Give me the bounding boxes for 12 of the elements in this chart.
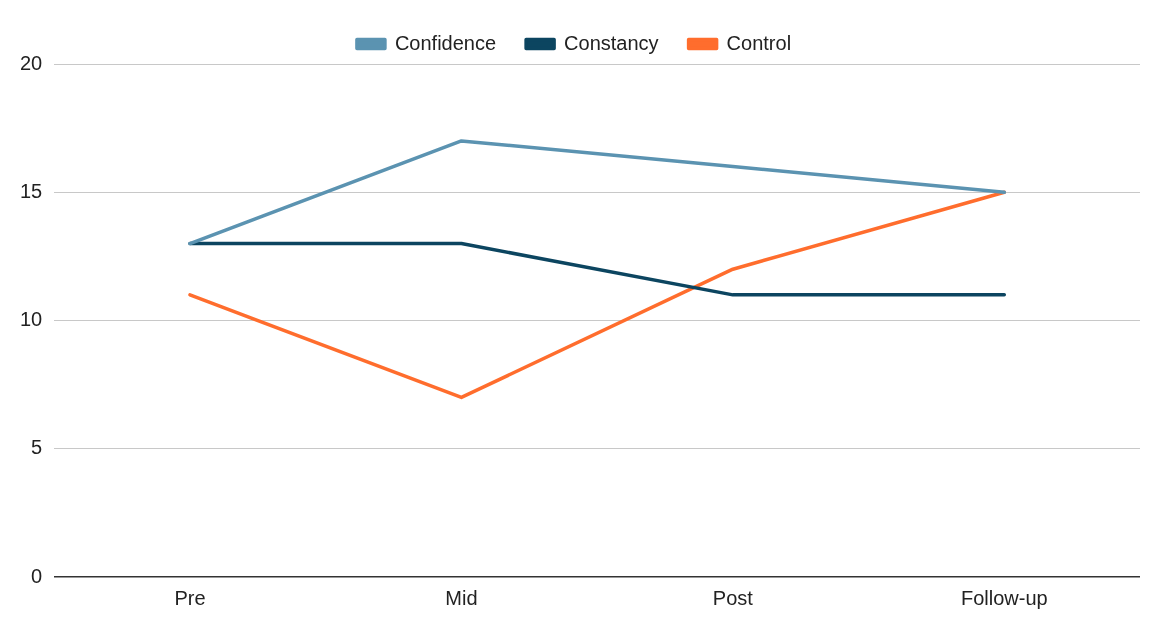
legend-label: Confidence [394,31,497,54]
y-tick-label: 0 [31,564,43,587]
y-tick-label: 20 [20,51,43,74]
x-tick-label: Mid [445,586,478,609]
x-tick-label: Pre [174,586,206,609]
y-tick-label: 15 [20,179,43,202]
y-tick-label: 10 [20,308,43,331]
x-tick-label: Post [712,586,754,609]
legend-label: Constancy [564,31,659,54]
x-tick-label: Follow-up [960,586,1048,609]
legend-label: Control [726,31,792,54]
y-tick-label: 5 [31,436,43,459]
